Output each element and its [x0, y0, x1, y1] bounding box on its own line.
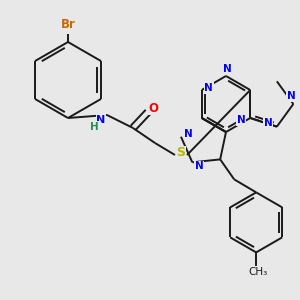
Text: N: N: [237, 115, 246, 125]
Text: N: N: [263, 118, 272, 128]
Text: H: H: [90, 122, 98, 132]
Text: N: N: [184, 129, 192, 139]
Text: N: N: [96, 115, 106, 125]
Text: N: N: [204, 83, 213, 93]
Text: Br: Br: [61, 19, 75, 32]
Text: O: O: [148, 101, 158, 115]
Text: N: N: [223, 64, 231, 74]
Text: CH₃: CH₃: [249, 267, 268, 278]
Text: N: N: [287, 91, 296, 101]
Text: S: S: [176, 146, 185, 160]
Text: N: N: [195, 161, 204, 171]
